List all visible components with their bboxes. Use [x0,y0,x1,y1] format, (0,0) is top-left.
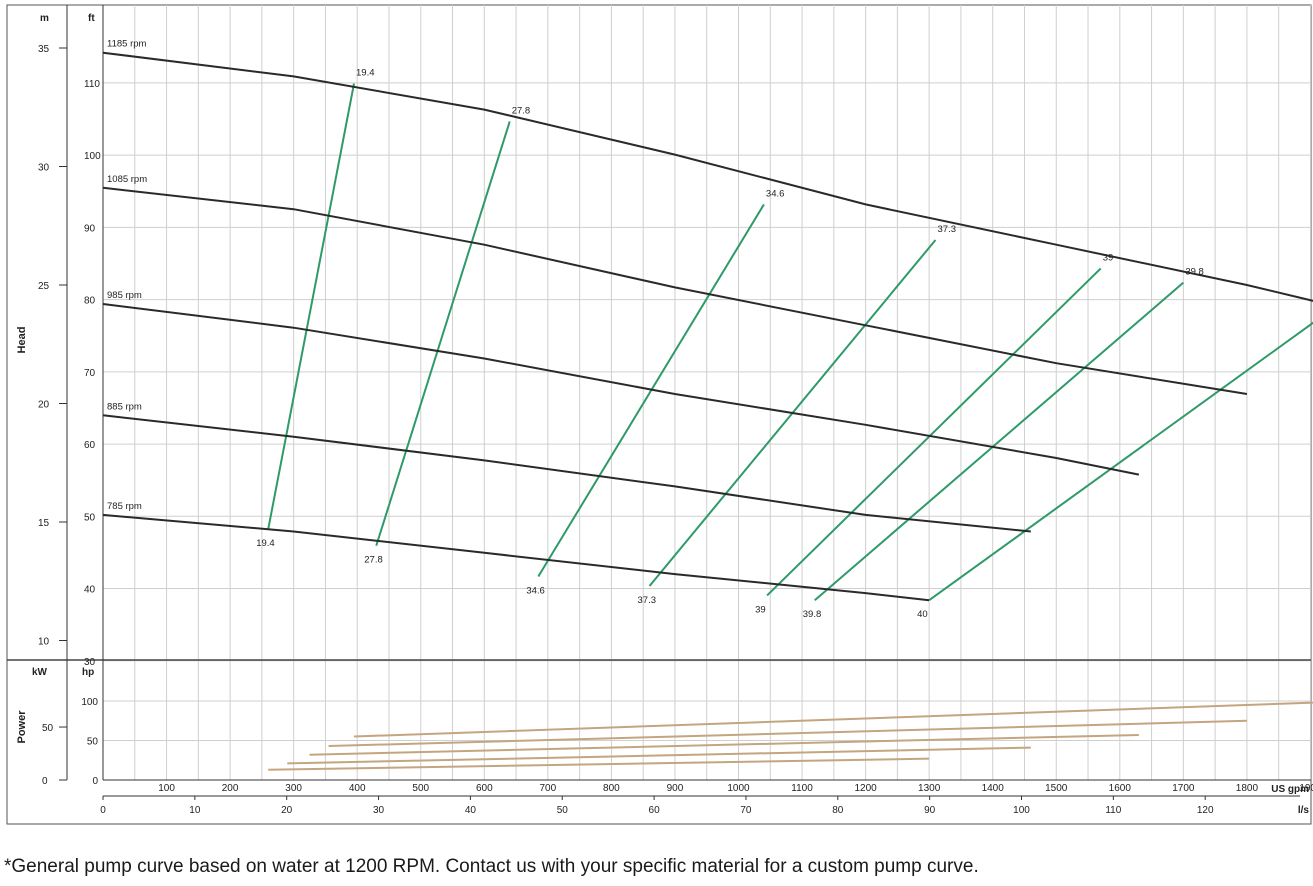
usgpm-tick-label: 1200 [854,783,877,794]
efficiency-line-19-4 [267,83,356,530]
power-unit-kw: kW [32,667,48,678]
ls-tick-label: 40 [465,805,477,816]
head-unit-ft: ft [88,13,95,24]
footnote: *General pump curve based on water at 12… [4,856,979,877]
rpm-curve-885-rpm [102,414,1031,533]
power-unit-hp: hp [82,667,94,678]
efficiency-label-top: 27.8 [512,105,530,116]
efficiency-label-bottom: 37.3 [638,595,657,606]
efficiency-label-bottom: 27.8 [364,555,383,566]
power-line-1185-rpm [353,701,1313,738]
ft-tick-label: 60 [84,440,96,451]
usgpm-tick-label: 1500 [1045,783,1068,794]
efficiency-line-27-8 [375,121,511,547]
efficiency-line-39-8 [814,281,1185,601]
ls-tick-label: 20 [281,805,293,816]
usgpm-tick-label: 900 [667,783,684,794]
power-line-985-rpm [309,733,1139,756]
m-tick-label: 30 [38,163,50,174]
efficiency-label-top: 34.6 [766,188,785,199]
usgpm-tick-label: 1100 [791,783,813,794]
hp-tick-label: 50 [87,737,99,748]
power-line-885-rpm [287,746,1031,765]
ls-tick-label: 110 [1105,805,1121,816]
m-tick-label: 35 [38,44,50,55]
rpm-curve-985-rpm [102,303,1140,476]
rpm-curve-label: 785 rpm [107,501,142,512]
m-tick-label: 10 [38,637,50,648]
efficiency-label-bottom: 34.6 [526,586,545,597]
usgpm-tick-label: 200 [222,783,239,794]
usgpm-tick-label: 600 [476,783,493,794]
ls-tick-label: 80 [832,805,844,816]
rpm-curve-1085-rpm [102,186,1248,395]
efficiency-line-40 [928,321,1313,602]
efficiency-label-top: 19.4 [356,68,375,79]
ls-axis-label: l/s [1298,805,1310,816]
ls-tick-label: 100 [1013,805,1030,816]
ls-tick-label: 30 [373,805,385,816]
usgpm-tick-label: 800 [603,783,620,794]
ls-tick-label: 60 [649,805,661,816]
ft-tick-label: 100 [84,151,101,162]
ls-tick-label: 50 [557,805,569,816]
usgpm-tick-label: 700 [540,783,557,794]
usgpm-tick-label: 500 [412,783,429,794]
kw-tick-label: 50 [42,723,54,734]
ls-tick-label: 0 [100,805,106,816]
efficiency-line-39 [766,267,1102,597]
ls-tick-label: 90 [924,805,936,816]
head-axis-title: Head [16,327,28,354]
usgpm-tick-label: 1800 [1236,783,1259,794]
ls-tick-label: 70 [740,805,752,816]
usgpm-tick-label: 1000 [727,783,750,794]
rpm-curve-785-rpm [102,513,930,602]
usgpm-tick-label: 1600 [1109,783,1132,794]
usgpm-tick-label: 1700 [1172,783,1195,794]
ft-tick-label: 40 [84,585,96,596]
ft-tick-label: 50 [84,512,96,523]
usgpm-axis-label: US gpm [1271,784,1309,795]
power-line-785-rpm [268,757,930,771]
ls-tick-label: 10 [189,805,201,816]
hp-tick-label: 0 [92,776,98,787]
m-tick-label: 20 [38,400,50,411]
rpm-curve-label: 885 rpm [107,401,142,412]
power-line-1085-rpm [328,719,1247,748]
ft-tick-label: 80 [84,296,96,307]
efficiency-label-top: 37.3 [938,224,957,235]
usgpm-tick-label: 400 [349,783,366,794]
ft-tick-label: 30 [84,657,96,668]
chart-frame [6,4,1312,825]
rpm-curve-label: 1185 rpm [107,39,147,50]
ft-tick-label: 90 [84,223,96,234]
usgpm-tick-label: 1300 [918,783,941,794]
efficiency-label-bottom: 19.4 [256,538,275,549]
m-tick-label: 25 [38,281,50,292]
efficiency-label-top: 39 [1103,252,1114,263]
usgpm-tick-label: 100 [158,783,175,794]
efficiency-label-bottom: 40 [917,609,928,620]
ls-tick-label: 120 [1197,805,1214,816]
usgpm-tick-label: 1900 [1299,783,1313,794]
rpm-curve-label: 985 rpm [107,290,142,301]
ft-tick-label: 70 [84,368,96,379]
head-unit-m: m [40,13,49,24]
efficiency-label-bottom: 39.8 [803,609,822,620]
kw-tick-label: 0 [42,776,48,787]
ft-tick-label: 110 [84,79,100,90]
efficiency-label-top: 39.8 [1185,267,1204,278]
pump-curve-svg: m ft kW hp Head Power 10 15 20 25 30 35 30 40 50 60 70 80… [6,4,1313,825]
efficiency-label-bottom: 39 [755,604,766,615]
rpm-curve-1185-rpm [102,51,1313,302]
m-tick-label: 15 [38,518,50,529]
hp-tick-label: 100 [81,697,98,708]
usgpm-tick-label: 300 [285,783,302,794]
rpm-curve-label: 1085 rpm [107,174,147,185]
usgpm-tick-label: 1400 [982,783,1005,794]
power-axis-title: Power [16,710,28,744]
